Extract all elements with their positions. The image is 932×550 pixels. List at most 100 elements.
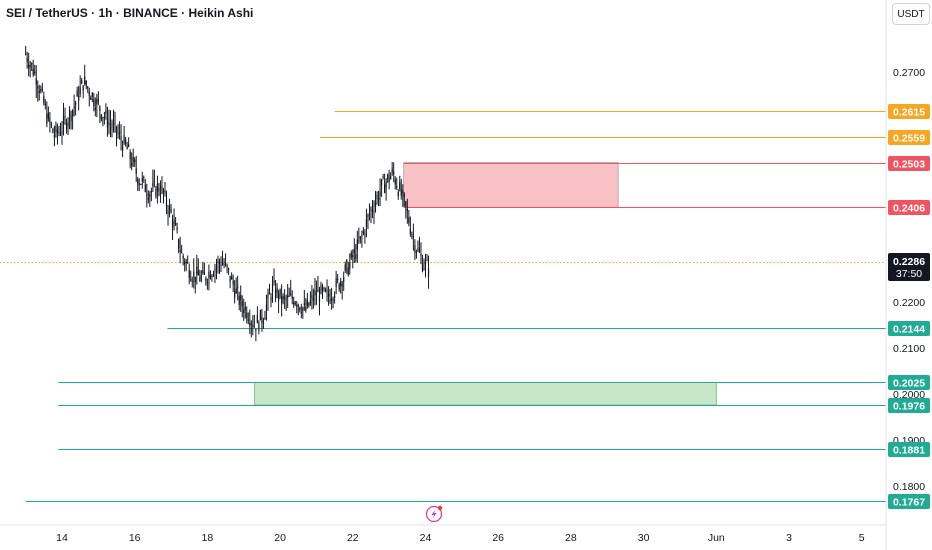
candle-body — [173, 221, 175, 225]
candle-body — [311, 294, 313, 298]
candle-body — [203, 272, 205, 275]
candle-body — [405, 201, 407, 207]
candle-body — [182, 255, 184, 259]
candle-body — [362, 231, 365, 234]
candle-body — [352, 254, 354, 258]
candle-body — [149, 194, 151, 197]
candle-body — [185, 261, 187, 264]
candle-body — [320, 285, 322, 294]
candle-body — [65, 123, 68, 129]
candle-body — [150, 190, 152, 193]
candle-body — [402, 190, 404, 194]
candle-body — [421, 263, 424, 271]
candle-body — [305, 306, 307, 311]
lightning-icon[interactable] — [425, 505, 443, 523]
candle-body — [344, 264, 346, 271]
candle-body — [246, 312, 248, 319]
candle-body — [168, 206, 171, 211]
candle-body — [128, 144, 130, 147]
candle-body — [284, 296, 286, 298]
candle-body — [38, 90, 40, 93]
candle-body — [411, 234, 413, 236]
currency-button[interactable]: USDT — [892, 3, 930, 25]
candle-body — [209, 275, 212, 279]
candle-body — [35, 78, 37, 85]
candle-body — [162, 189, 165, 194]
candle-body — [202, 269, 204, 273]
candle-body — [161, 185, 163, 191]
candle-body — [308, 303, 310, 306]
candle-body — [73, 106, 75, 109]
candle-body — [400, 188, 402, 196]
candle-body — [32, 69, 34, 75]
candle-body — [277, 294, 280, 301]
candle-body — [288, 295, 290, 297]
candle-body — [256, 315, 258, 324]
candle-body — [427, 268, 430, 277]
candle-body — [403, 193, 405, 197]
candle-body — [46, 114, 48, 124]
candle-body — [397, 192, 399, 197]
candle-body — [179, 250, 181, 253]
candle-body — [393, 171, 395, 175]
candle-body — [115, 126, 118, 133]
candle-body — [211, 275, 213, 278]
candle-body — [135, 168, 137, 175]
candle-body — [47, 112, 49, 119]
candle-body — [423, 267, 425, 270]
candle-body — [184, 261, 186, 265]
candle-body — [426, 259, 428, 261]
candle-body — [367, 215, 369, 218]
candle-body — [159, 193, 162, 195]
candle-body — [355, 254, 357, 259]
candle-body — [68, 109, 71, 117]
candle-body — [334, 295, 336, 298]
x-tick-label: 28 — [565, 532, 577, 544]
x-tick-label: 16 — [129, 532, 141, 544]
candle-body — [72, 110, 74, 116]
x-tick-label: 22 — [347, 532, 359, 544]
candle-body — [29, 64, 31, 67]
candle-body — [58, 131, 60, 133]
candle-body — [253, 326, 255, 328]
candle-body — [165, 198, 168, 207]
candle-body — [153, 180, 155, 182]
candle-body — [382, 176, 384, 178]
candle-body — [356, 239, 358, 250]
candle-body — [226, 264, 228, 268]
level-badge — [888, 442, 930, 457]
candle-body — [84, 76, 86, 84]
level-label: 0.1767 — [893, 497, 925, 509]
candle-body — [294, 303, 296, 305]
candle-body — [193, 271, 195, 277]
candle-body — [137, 179, 139, 185]
candle-body — [91, 93, 93, 97]
x-tick-label: 26 — [492, 532, 504, 544]
candle-body — [50, 123, 52, 126]
candle-body — [412, 236, 414, 238]
level-label: 0.2503 — [893, 159, 925, 171]
candle-body — [262, 321, 265, 323]
candle-body — [250, 323, 252, 325]
candle-body — [197, 270, 199, 276]
candle-body — [365, 219, 368, 228]
candle-body — [94, 107, 96, 111]
candle-body — [287, 295, 289, 298]
candle-body — [106, 119, 109, 128]
candle-body — [141, 178, 143, 182]
candle-body — [388, 178, 390, 182]
candle-body — [143, 176, 145, 178]
candle-body — [350, 252, 352, 258]
level-badge — [888, 156, 930, 171]
candle-body — [55, 126, 57, 132]
candle-body — [194, 276, 196, 282]
candle-body — [79, 87, 81, 95]
y-tick-label: 0.2700 — [893, 67, 925, 79]
candle-body — [391, 168, 393, 173]
candle-body — [132, 156, 134, 162]
candle-body — [424, 260, 427, 265]
candle-body — [240, 294, 242, 300]
candle-body — [85, 80, 87, 86]
candle-body — [134, 159, 136, 163]
